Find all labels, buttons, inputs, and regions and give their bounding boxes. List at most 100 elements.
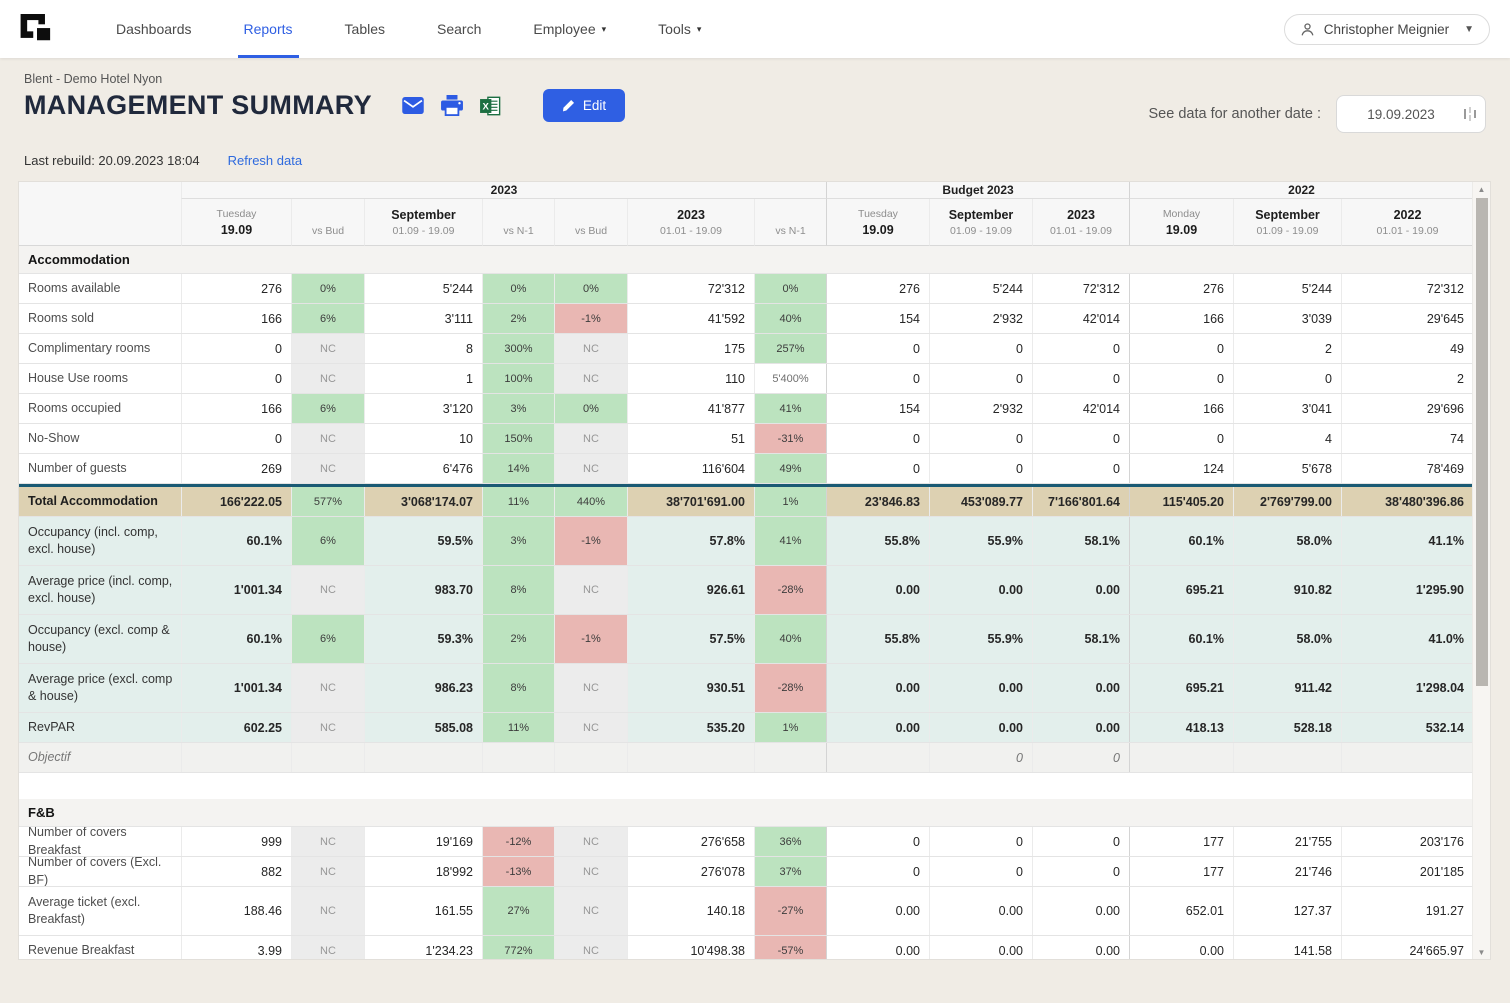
table-cell: 1 xyxy=(364,364,482,393)
table-cell: 0% xyxy=(482,274,554,303)
nav-item-label: Tables xyxy=(344,21,385,37)
table-cell: 41.0% xyxy=(1341,615,1473,663)
date-input[interactable] xyxy=(1336,95,1486,133)
nav-item-tables[interactable]: Tables xyxy=(319,0,411,58)
table-cell: 986.23 xyxy=(364,664,482,712)
section-spacer xyxy=(19,773,1473,799)
total-divider xyxy=(19,484,1473,487)
column-header-2023-01-01-19-09: 2023 01.01 - 19.09 xyxy=(1032,199,1129,246)
column-header-vs: vs Bud xyxy=(311,225,345,237)
print-icon[interactable] xyxy=(440,95,463,116)
table-cell: 41'877 xyxy=(627,394,754,423)
breadcrumb: Blent - Demo Hotel Nyon xyxy=(24,72,163,86)
table-cell: 1'001.34 xyxy=(181,664,291,712)
table-cell: 2'769'799.00 xyxy=(1233,487,1341,516)
table-cell: 3'041 xyxy=(1233,394,1341,423)
table-cell: 930.51 xyxy=(627,664,754,712)
table-cell: 72'312 xyxy=(627,274,754,303)
user-icon xyxy=(1301,22,1314,36)
table-cell: 188.46 xyxy=(181,887,291,935)
table-cell: 27% xyxy=(482,887,554,935)
table-cell: 0 xyxy=(929,424,1032,453)
table-cell xyxy=(1233,743,1341,772)
table-cell: 585.08 xyxy=(364,713,482,742)
scroll-up-arrow[interactable]: ▲ xyxy=(1477,185,1486,194)
table-cell: 257% xyxy=(754,334,826,363)
table-row-number-of-covers-breakfast: Number of covers Breakfast 999 NC 19'169 -12… xyxy=(19,827,1473,857)
scroll-down-arrow[interactable]: ▼ xyxy=(1477,948,1486,957)
table-cell: 6% xyxy=(291,304,364,333)
table-cell: 910.82 xyxy=(1233,566,1341,614)
column-header-range: 01.01 - 19.09 xyxy=(1050,225,1112,237)
user-menu[interactable]: Christopher Meignier ▼ xyxy=(1283,13,1490,45)
table-cell: 110 xyxy=(627,364,754,393)
edit-button[interactable]: Edit xyxy=(542,89,626,122)
table-cell: NC xyxy=(291,566,364,614)
table-cell: 2 xyxy=(1233,334,1341,363)
nav-item-label: Tools xyxy=(658,21,691,37)
row-label: Number of covers Breakfast xyxy=(28,827,127,856)
table-cell: 74 xyxy=(1341,424,1473,453)
table-cell: 0.00 xyxy=(826,566,929,614)
table-cell: -1% xyxy=(554,615,627,663)
row-label: Rooms occupied xyxy=(28,400,122,415)
table-cell: 40% xyxy=(754,304,826,333)
scrollbar-thumb[interactable] xyxy=(1475,198,1488,686)
nav-item-tools[interactable]: Tools ▾ xyxy=(632,0,727,58)
nav-item-dashboards[interactable]: Dashboards xyxy=(90,0,218,58)
table-cell: 0.00 xyxy=(826,664,929,712)
table-cell: 0% xyxy=(554,274,627,303)
table-cell: 41'592 xyxy=(627,304,754,333)
table-cell xyxy=(627,743,754,772)
table-cell: 203'176 xyxy=(1341,827,1473,856)
table-cell: 0.00 xyxy=(929,936,1032,959)
column-header-day: Tuesday xyxy=(858,208,898,220)
table-cell: 269 xyxy=(181,454,291,483)
table-cell: 3.99 xyxy=(181,936,291,959)
date-picker-icon[interactable] xyxy=(1464,107,1476,126)
table-cell: 21'755 xyxy=(1233,827,1341,856)
table-cell: 1'298.04 xyxy=(1341,664,1473,712)
table-row-no-show: No-Show 0 NC 10 150% NC 51 -31% 0 0 0 0 4 74 xyxy=(19,424,1473,454)
vertical-scrollbar[interactable]: ▲ ▼ xyxy=(1472,182,1490,959)
table-cell: 0 xyxy=(826,454,929,483)
table-cell: 2% xyxy=(482,304,554,333)
table-cell: 0.00 xyxy=(1032,936,1129,959)
email-icon[interactable] xyxy=(402,97,424,114)
table-cell: 8% xyxy=(482,664,554,712)
row-label: Total Accommodation xyxy=(19,487,181,516)
table-cell: 911.42 xyxy=(1233,664,1341,712)
table-cell: 0% xyxy=(291,274,364,303)
column-header-tuesday-19-09: Tuesday 19.09 xyxy=(181,199,291,246)
table-cell: NC xyxy=(291,857,364,886)
nav-item-label: Dashboards xyxy=(116,21,192,37)
table-cell: 6% xyxy=(291,394,364,423)
column-header-2023-01-01-19-09: 2023 01.01 - 19.09 xyxy=(627,199,754,246)
user-name: Christopher Meignier xyxy=(1323,21,1450,37)
table-cell: 695.21 xyxy=(1129,664,1233,712)
chevron-down-icon: ▼ xyxy=(1464,23,1474,35)
excel-export-icon[interactable]: X xyxy=(479,96,501,116)
table-row-revenue-breakfast: Revenue Breakfast 3.99 NC 1'234.23 772% NC 10'… xyxy=(19,936,1473,959)
app-logo[interactable] xyxy=(20,14,54,44)
table-cell: 49% xyxy=(754,454,826,483)
table-row-number-of-guests: Number of guests 269 NC 6'476 14% NC 116'604 49… xyxy=(19,454,1473,484)
table-cell: -31% xyxy=(754,424,826,453)
table-cell: 0.00 xyxy=(1032,713,1129,742)
table-cell: 5'678 xyxy=(1233,454,1341,483)
table-cell: 0 xyxy=(929,857,1032,886)
table-cell: 0.00 xyxy=(826,713,929,742)
table-cell: NC xyxy=(554,364,627,393)
table-cell: 6% xyxy=(291,517,364,565)
table-group-header-row: 2023 Budget 2023 2022 xyxy=(19,182,1473,199)
nav-item-label: Reports xyxy=(243,21,293,37)
nav-item-employee[interactable]: Employee ▾ xyxy=(507,0,632,58)
nav-item-reports[interactable]: Reports xyxy=(218,0,319,58)
table-cell: 38'480'396.86 xyxy=(1341,487,1473,516)
column-header-range: 01.09 - 19.09 xyxy=(950,225,1012,237)
table-cell: NC xyxy=(554,454,627,483)
column-header-period: September xyxy=(948,208,1014,222)
refresh-data-link[interactable]: Refresh data xyxy=(227,153,303,168)
column-header-date: 19.09 xyxy=(1165,223,1198,237)
nav-item-search[interactable]: Search xyxy=(411,0,507,58)
